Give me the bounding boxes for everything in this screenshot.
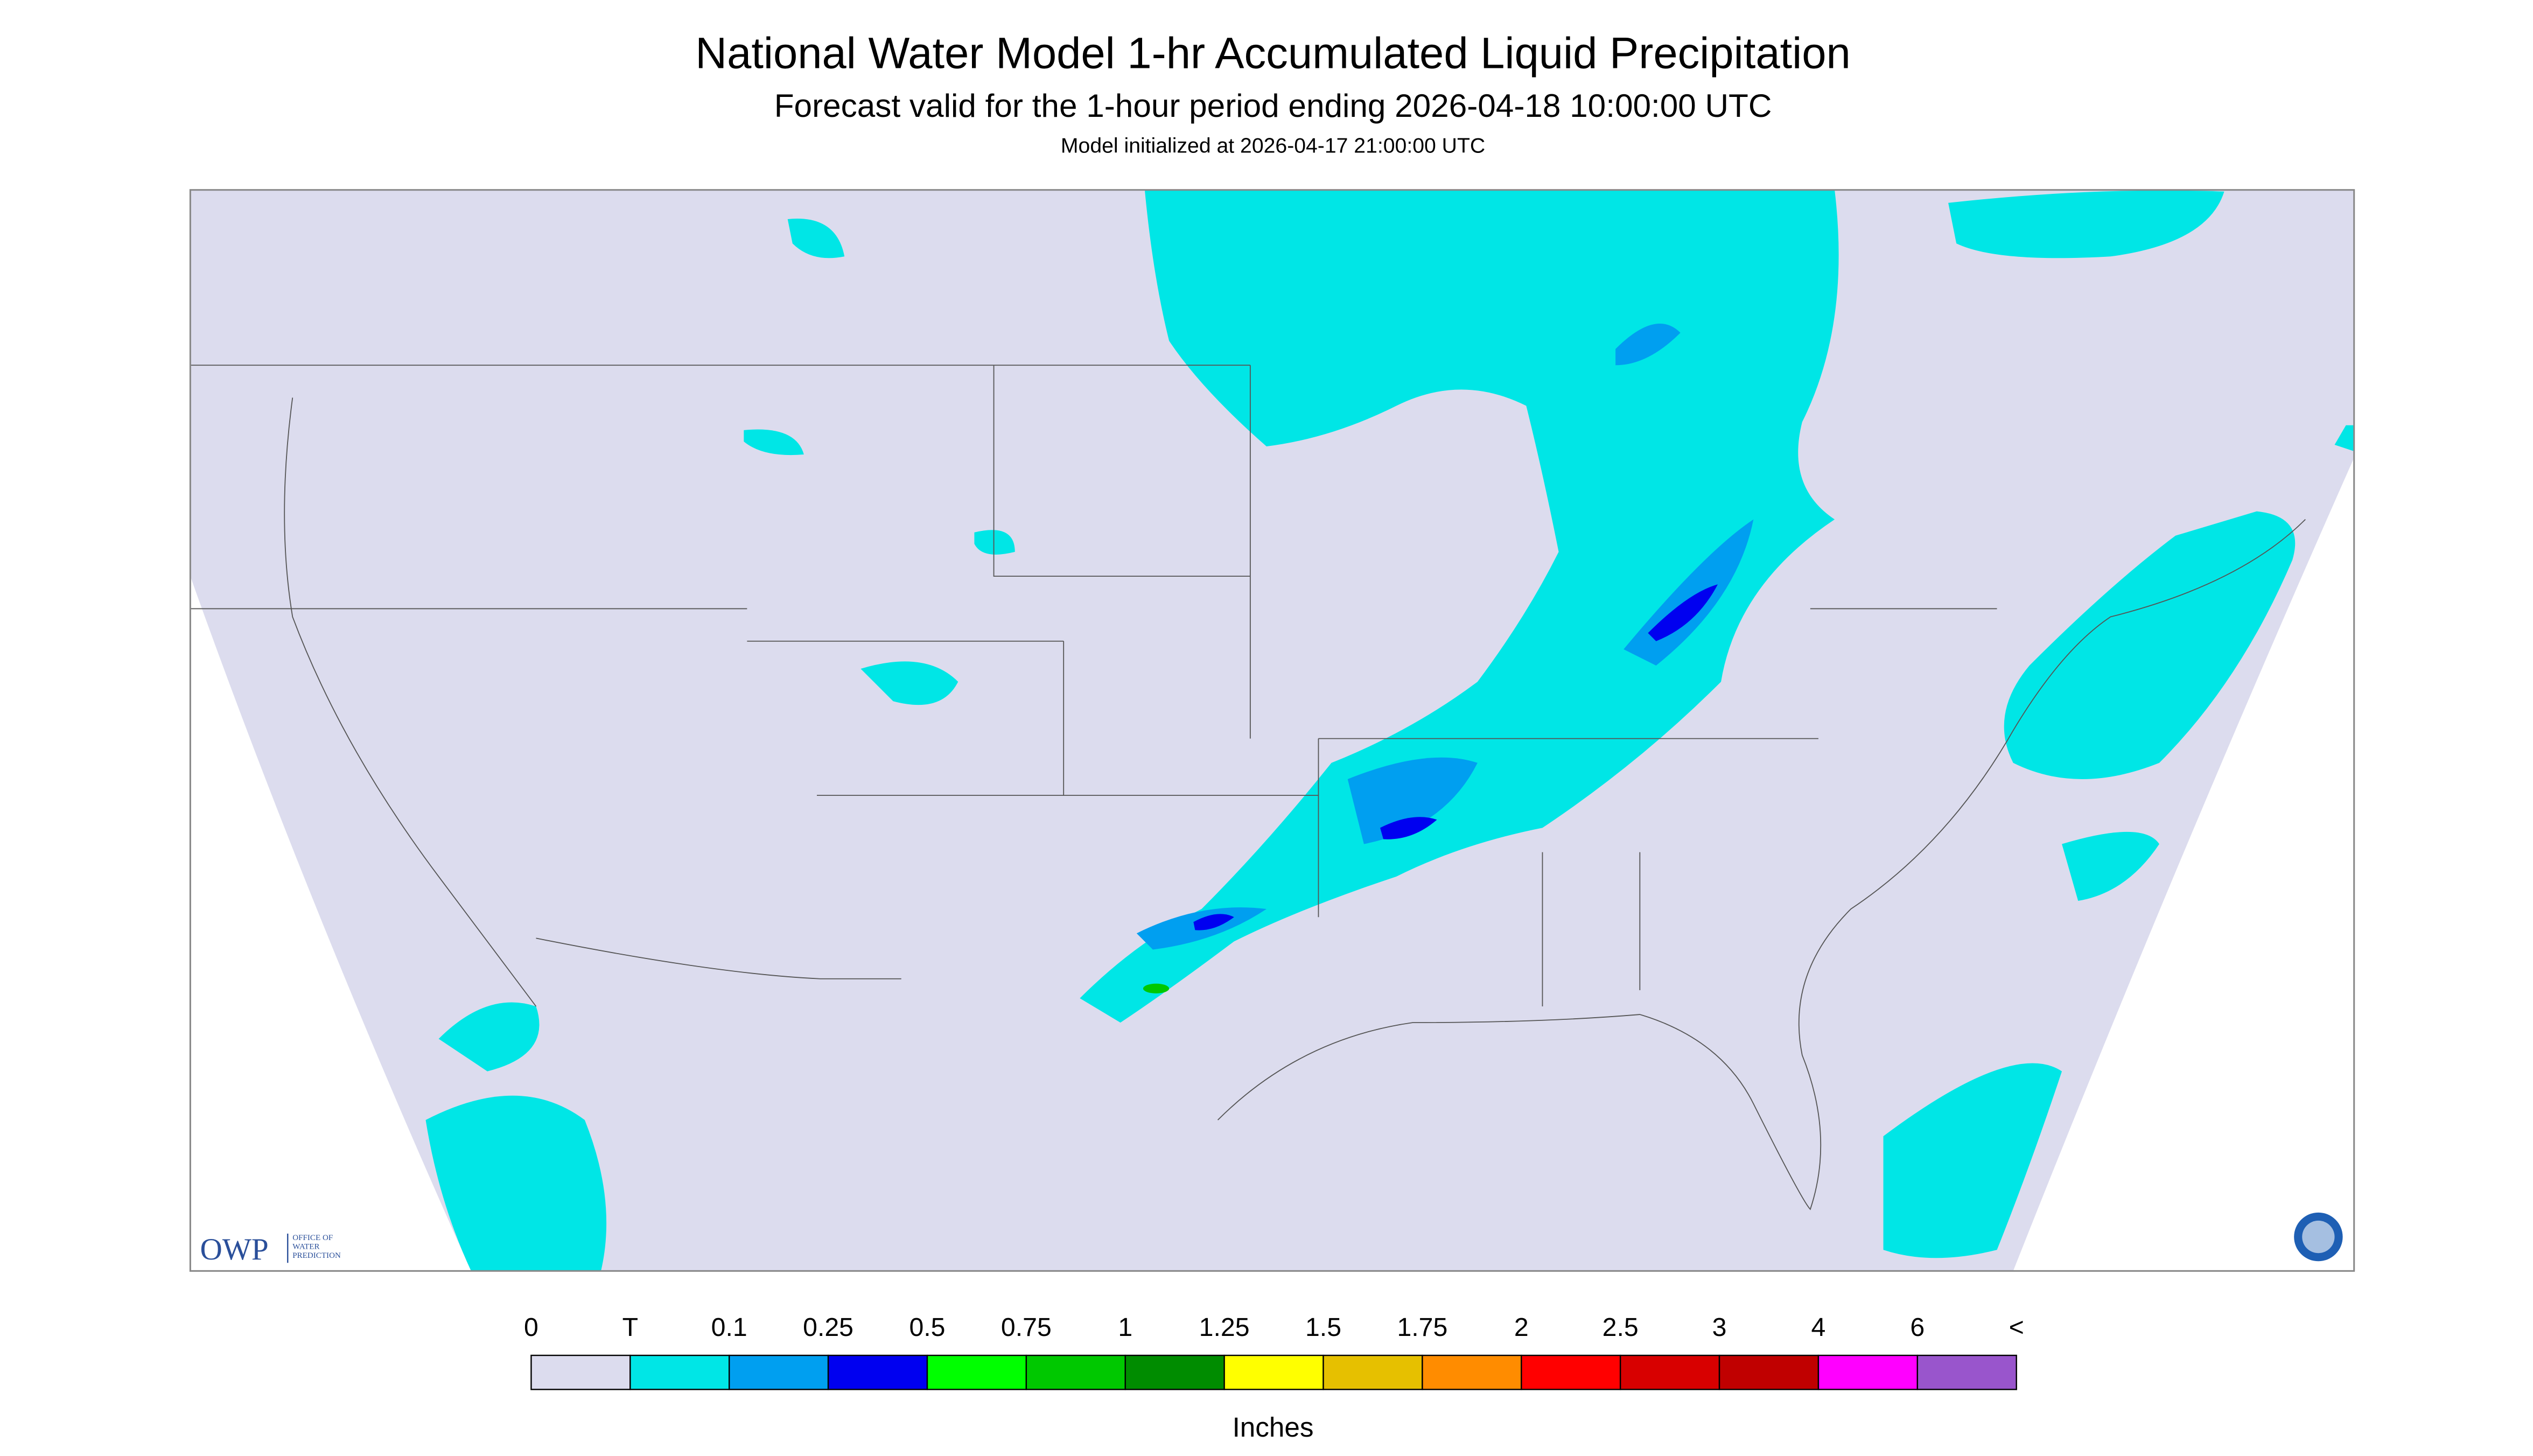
legend-label: T [622, 1313, 638, 1342]
rain-area [2004, 511, 2296, 779]
subtitle: Forecast valid for the 1-hour period end… [774, 87, 1772, 124]
rain-area [1883, 1063, 2062, 1258]
map-frame [189, 189, 2355, 1272]
legend-label: 2.5 [1603, 1313, 1639, 1342]
rain-area [425, 1095, 607, 1271]
legend-swatch [1521, 1354, 1621, 1390]
legend-label: 1.5 [1305, 1313, 1341, 1342]
rain-area [1193, 914, 1234, 930]
legend-swatch [1422, 1354, 1522, 1390]
legend-label: < [2009, 1313, 2024, 1342]
legend-swatch [1619, 1354, 1720, 1390]
legend-swatch [1323, 1354, 1423, 1390]
legend-label: 3 [1712, 1313, 1727, 1342]
legend-label: 1 [1118, 1313, 1132, 1342]
rain-area [744, 429, 804, 456]
state-boundaries [190, 365, 1997, 1006]
legend-label: 1.75 [1397, 1313, 1447, 1342]
rain-area [1143, 983, 1170, 993]
legend-swatch [530, 1354, 631, 1390]
legend-label: 1.25 [1199, 1313, 1250, 1342]
rain-area [1347, 757, 1478, 844]
rain-area [1080, 190, 1839, 1023]
rain-area [1948, 190, 2224, 258]
legend-label: 0.5 [909, 1313, 945, 1342]
title: National Water Model 1-hr Accumulated Li… [695, 29, 1850, 78]
rain-area [1648, 584, 1718, 641]
logo-line: PREDICTION [292, 1251, 341, 1260]
legend-label: 0.1 [711, 1313, 747, 1342]
legend-unit: Inches [1233, 1412, 1314, 1443]
legend-label: 0.75 [1001, 1313, 1052, 1342]
rain-area [1615, 324, 1681, 366]
legend-swatch [926, 1354, 1027, 1390]
legend-swatch [629, 1354, 730, 1390]
rain-area [974, 530, 1015, 555]
legend-label: 4 [1811, 1313, 1826, 1342]
legend-swatch [1718, 1354, 1820, 1390]
legend-swatch [1223, 1354, 1324, 1390]
legend-swatch [1025, 1354, 1126, 1390]
logo-line: OFFICE OF [292, 1234, 333, 1242]
legend-label: 0.25 [803, 1313, 853, 1342]
legend-label: 2 [1514, 1313, 1529, 1342]
noaa-logo-inner [2302, 1220, 2335, 1254]
rain-area [438, 1002, 540, 1072]
legend-label: 6 [1910, 1313, 1925, 1342]
rain-area [2062, 831, 2159, 901]
init-time: Model initialized at 2026-04-17 21:00:00… [1061, 134, 1485, 157]
legend-swatch [827, 1354, 928, 1390]
logo-line: WATER [292, 1243, 320, 1251]
legend-label: 0 [524, 1313, 538, 1342]
legend: 0 T 0.1 0.25 0.5 0.75 1 1.25 1.5 1.75 2 2.5 3 4 6 < [524, 1313, 2024, 1390]
legend-swatch [728, 1354, 829, 1390]
rain-area [860, 661, 958, 705]
legend-swatch [1124, 1354, 1225, 1390]
rain-area [787, 219, 845, 258]
legend-swatch [1916, 1354, 2017, 1390]
legend-swatch [1817, 1354, 1919, 1390]
rain-area [1380, 817, 1437, 839]
rain-area [2334, 425, 2354, 452]
model-domain [190, 190, 2354, 1271]
coastline [284, 397, 2306, 1210]
logo-name: OWP [200, 1233, 268, 1266]
